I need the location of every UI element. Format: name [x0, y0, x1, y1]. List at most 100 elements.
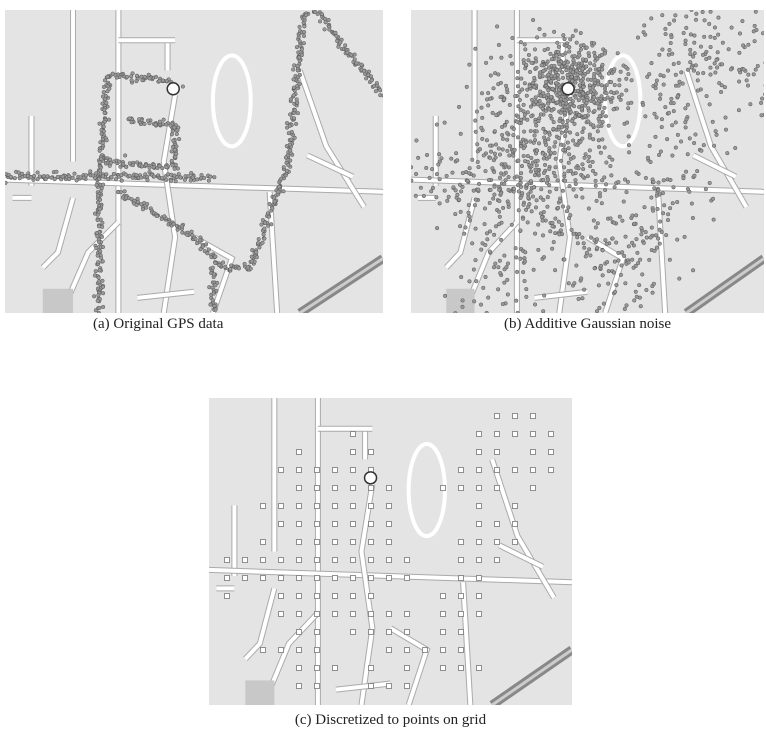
gps-point — [171, 145, 175, 149]
noisy-point — [712, 144, 716, 148]
noisy-point — [579, 277, 583, 281]
noisy-point — [603, 106, 607, 110]
noisy-point — [615, 107, 619, 111]
noisy-point — [650, 61, 654, 65]
noisy-point — [488, 250, 492, 254]
noisy-point — [688, 190, 692, 194]
gps-point — [61, 175, 65, 179]
noisy-point — [686, 152, 690, 156]
noisy-point — [627, 245, 631, 249]
gps-point — [243, 262, 247, 266]
gps-point — [272, 196, 276, 200]
noisy-point — [594, 172, 598, 176]
noisy-point — [526, 221, 530, 225]
noisy-point — [454, 151, 458, 155]
noisy-point — [498, 259, 502, 263]
grid-point — [279, 612, 284, 617]
noisy-point — [686, 68, 690, 72]
noisy-point — [500, 125, 504, 129]
noisy-point — [542, 171, 546, 175]
noisy-point — [564, 105, 568, 109]
noisy-point — [581, 163, 585, 167]
noisy-point — [695, 12, 699, 16]
noisy-point — [649, 17, 653, 21]
noisy-point — [597, 125, 601, 129]
noisy-point — [543, 163, 547, 167]
noisy-point — [636, 251, 640, 255]
gps-point — [246, 266, 250, 270]
noisy-point — [507, 188, 511, 192]
noisy-point — [574, 96, 578, 100]
noisy-point — [485, 138, 489, 142]
noisy-point — [640, 273, 644, 277]
gps-point — [135, 74, 139, 78]
noisy-point — [693, 34, 697, 38]
noisy-point — [634, 214, 638, 218]
noisy-point — [474, 47, 478, 51]
noisy-point — [668, 206, 672, 210]
gps-point — [269, 223, 273, 227]
noisy-point — [493, 129, 497, 133]
grid-point — [297, 540, 302, 545]
noisy-point — [598, 306, 602, 310]
gps-point — [98, 269, 102, 273]
noisy-point — [552, 120, 556, 124]
noisy-point — [672, 62, 676, 66]
gps-point — [107, 118, 111, 122]
noisy-point — [571, 139, 575, 143]
noisy-point — [702, 143, 706, 147]
noisy-point — [504, 178, 508, 182]
gps-point — [73, 172, 77, 176]
noisy-point — [618, 215, 622, 219]
noisy-point — [730, 26, 734, 30]
noisy-point — [567, 45, 571, 49]
gps-point — [362, 69, 366, 73]
grid-point — [243, 558, 248, 563]
noisy-point — [459, 132, 463, 136]
noisy-point — [435, 226, 439, 230]
noisy-point — [468, 166, 472, 170]
gps-point — [300, 48, 304, 52]
noisy-point — [714, 129, 718, 133]
gps-point — [96, 299, 100, 303]
noisy-point — [542, 69, 546, 73]
gps-point — [277, 185, 281, 189]
noisy-point — [601, 63, 605, 67]
noisy-point — [668, 48, 672, 52]
noisy-point — [676, 133, 680, 137]
gps-point — [96, 260, 100, 264]
noisy-point — [443, 294, 447, 298]
gps-point — [177, 172, 181, 176]
noisy-point — [550, 57, 554, 61]
noisy-point — [560, 125, 564, 129]
noisy-point — [475, 142, 479, 146]
noisy-point — [484, 61, 488, 65]
noisy-point — [661, 191, 665, 195]
noisy-point — [587, 207, 591, 211]
noisy-point — [552, 240, 556, 244]
noisy-point — [567, 161, 571, 165]
noisy-point — [473, 119, 477, 123]
noisy-point — [729, 68, 733, 72]
noisy-point — [650, 196, 654, 200]
gps-point — [290, 130, 294, 134]
noisy-point — [660, 13, 664, 17]
noisy-point — [498, 153, 502, 157]
noisy-point — [644, 115, 648, 119]
noisy-point — [480, 137, 484, 141]
noisy-point — [586, 91, 590, 95]
noisy-point — [584, 255, 588, 259]
noisy-point — [489, 74, 493, 78]
noisy-point — [503, 254, 507, 258]
noisy-point — [672, 101, 676, 105]
noisy-point — [565, 123, 569, 127]
gps-point — [316, 12, 320, 16]
noisy-point — [584, 65, 588, 69]
noisy-point — [535, 130, 539, 134]
gps-point — [179, 176, 183, 180]
noisy-point — [561, 189, 565, 193]
noisy-point — [579, 48, 583, 52]
noisy-point — [492, 87, 496, 91]
noisy-point — [644, 176, 648, 180]
noisy-point — [516, 311, 520, 313]
